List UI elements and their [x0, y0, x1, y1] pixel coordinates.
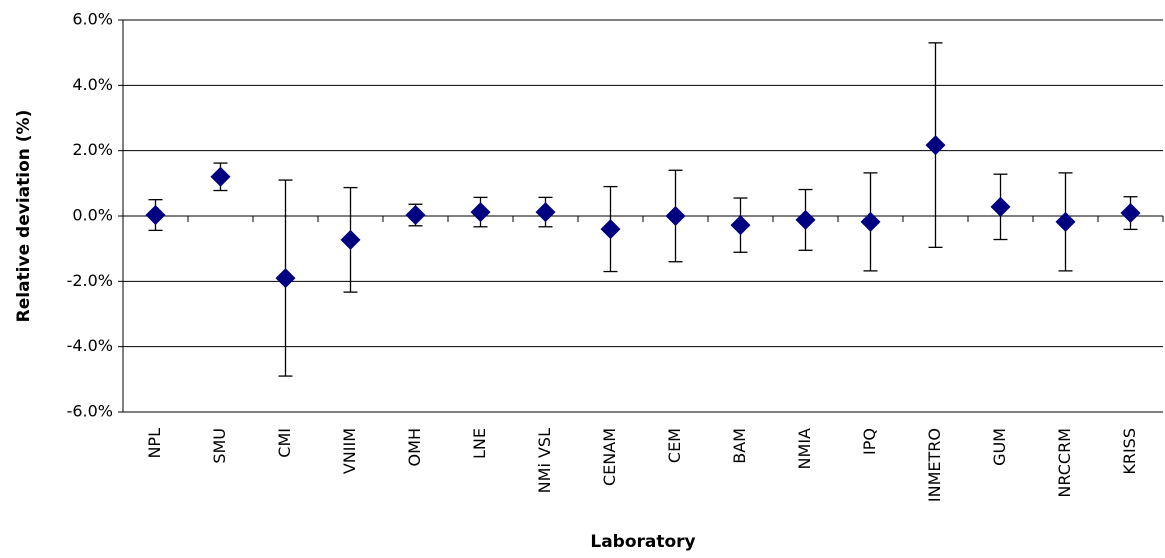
x-tick-label: GUM: [990, 428, 1009, 466]
data-point: [145, 205, 166, 226]
data-point: [860, 211, 881, 232]
y-tick-label: 0.0%: [72, 206, 113, 225]
data-point: [470, 202, 491, 223]
x-tick-label: NMIA: [795, 428, 814, 469]
y-tick-label: -6.0%: [67, 402, 113, 421]
x-tick-label: CEM: [665, 428, 684, 463]
data-point: [210, 166, 231, 187]
x-tick-label: OMH: [405, 428, 424, 466]
data-point: [1055, 211, 1076, 232]
x-tick-label: CENAM: [600, 428, 619, 486]
data-point: [405, 205, 426, 226]
y-tick-label: -2.0%: [67, 271, 113, 290]
data-point: [925, 135, 946, 156]
data-point: [535, 202, 556, 223]
data-point: [730, 215, 751, 236]
x-tick-label: LNE: [470, 428, 489, 459]
x-tick-label: NPL: [145, 428, 164, 459]
y-tick-label: -4.0%: [67, 336, 113, 355]
x-tick-label: SMU: [210, 428, 229, 464]
x-tick-label: CMI: [275, 428, 294, 458]
x-tick-label: NRCCRM: [1055, 428, 1074, 498]
x-tick-label: IPQ: [860, 428, 879, 455]
y-tick-label: 6.0%: [72, 10, 113, 29]
data-point: [275, 268, 296, 289]
y-axis-label: Relative deviation (%): [14, 110, 34, 323]
data-point: [795, 209, 816, 230]
x-tick-label: KRISS: [1120, 428, 1139, 475]
data-point: [340, 229, 361, 250]
x-axis-label: Laboratory: [590, 532, 695, 552]
x-tick-label: INMETRO: [925, 428, 944, 502]
x-tick-label: BAM: [730, 428, 749, 464]
y-tick-label: 4.0%: [72, 75, 113, 94]
data-point: [665, 206, 686, 226]
data-point: [600, 219, 621, 240]
data-point: [990, 196, 1011, 217]
x-tick-label: NMi VSL: [535, 428, 554, 493]
x-tick-label: VNIIM: [340, 428, 359, 474]
data-point: [1120, 203, 1141, 224]
y-tick-label: 2.0%: [72, 140, 113, 159]
